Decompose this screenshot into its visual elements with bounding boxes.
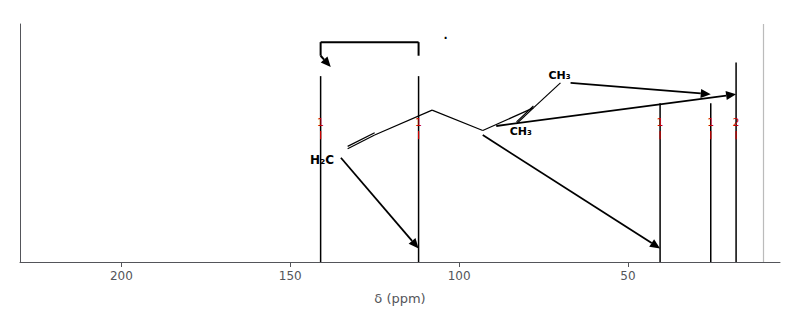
- svg-text:100: 100: [448, 269, 471, 283]
- svg-text:1: 1: [317, 116, 324, 129]
- svg-text:2: 2: [733, 116, 740, 129]
- svg-text:200: 200: [110, 269, 133, 283]
- svg-text:H₂C: H₂C: [310, 153, 334, 167]
- svg-text:δ (ppm): δ (ppm): [374, 291, 425, 306]
- svg-text:1: 1: [657, 116, 664, 129]
- svg-text:50: 50: [620, 269, 635, 283]
- svg-text:.: .: [443, 22, 449, 43]
- svg-text:CH₃: CH₃: [510, 125, 532, 138]
- svg-text:1: 1: [707, 116, 714, 129]
- svg-text:150: 150: [279, 269, 302, 283]
- svg-text:1: 1: [415, 116, 422, 129]
- svg-text:CH₃: CH₃: [548, 69, 570, 82]
